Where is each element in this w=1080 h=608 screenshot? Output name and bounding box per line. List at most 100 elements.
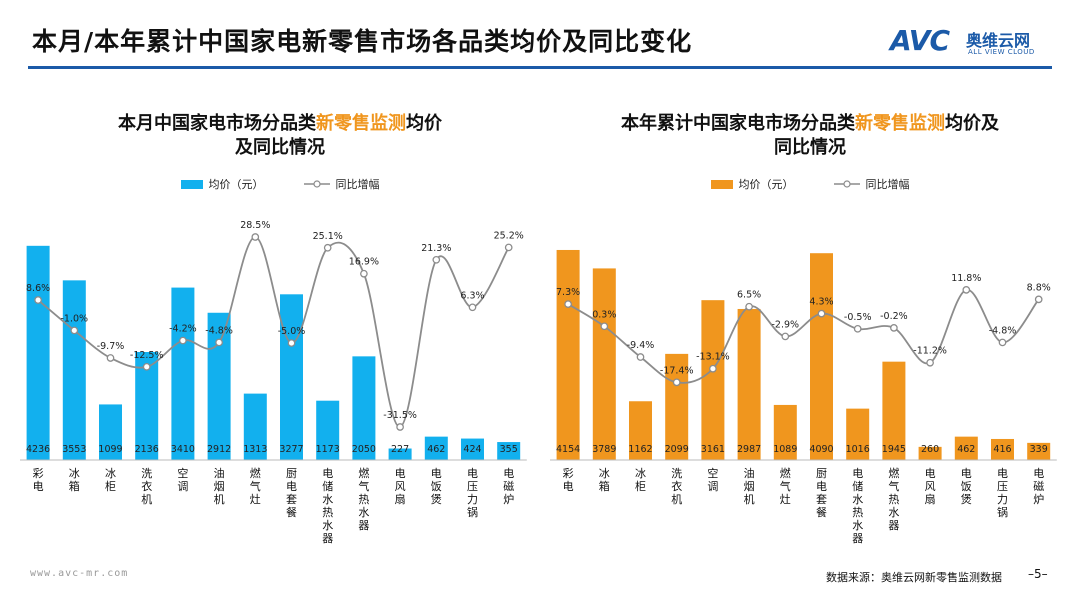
bar-value-label: 2099 xyxy=(665,444,689,455)
category-tick-label: 电 xyxy=(925,467,936,480)
category-tick-label: 煲 xyxy=(961,493,972,506)
yoy-data-label: 11.8% xyxy=(951,273,981,284)
yoy-point xyxy=(709,364,717,373)
legend-line-label: 同比增幅 xyxy=(865,178,910,191)
category-tick-label: 电 xyxy=(431,467,442,480)
chart-title-pre: 本年累计中国家电市场分品类 xyxy=(621,113,855,134)
legend-line-label: 同比增幅 xyxy=(335,178,380,191)
footer-url: www.avc-mr.com xyxy=(30,568,129,579)
bar-value-label: 1945 xyxy=(882,444,906,455)
yoy-point xyxy=(962,286,971,294)
category-tick-label: 风 xyxy=(395,480,406,493)
category-tick-label: 冰 xyxy=(69,467,80,480)
category-tick-label: 冰 xyxy=(635,467,646,480)
bar-value-label: 4236 xyxy=(26,444,50,455)
chart-title-post: 均价及 xyxy=(945,113,999,134)
category-tick-label: 力 xyxy=(997,493,1008,506)
legend-bar-label: 均价（元） xyxy=(738,178,794,191)
category-tick-label: 燃 xyxy=(250,466,261,480)
bar-value-label: 3161 xyxy=(701,444,725,455)
bar-value-label: 1162 xyxy=(628,444,652,455)
category-tick-label: 电 xyxy=(503,467,514,480)
bar xyxy=(882,361,906,460)
category-tick-label: 储 xyxy=(852,479,863,493)
yoy-data-label: 16.9% xyxy=(349,257,379,268)
bar-value-label: 3553 xyxy=(62,444,86,455)
bar-value-label: 227 xyxy=(391,444,409,455)
category-tick-label: 厨 xyxy=(816,467,827,480)
category-tick-label: 气 xyxy=(888,479,899,493)
bar xyxy=(918,446,942,460)
bar-value-label: 1099 xyxy=(98,444,122,455)
chart-title-pre: 本月中国家电市场分品类 xyxy=(118,113,316,134)
bar xyxy=(243,393,267,460)
category-tick-label: 炉 xyxy=(503,493,514,506)
category-tick-label: 电 xyxy=(816,480,827,493)
category-tick-label: 风 xyxy=(925,480,936,493)
category-tick-label: 调 xyxy=(707,480,718,493)
bar-value-label: 1173 xyxy=(316,444,340,455)
category-tick-label: 气 xyxy=(250,479,261,493)
category-tick-label: 水 xyxy=(888,506,899,519)
yoy-data-label: 4.3% xyxy=(809,297,833,308)
bar-value-label: 260 xyxy=(921,444,939,455)
page-number: –5– xyxy=(1028,567,1048,581)
yoy-point xyxy=(853,324,862,333)
category-tick-label: 水 xyxy=(852,519,863,532)
category-tick-label: 气 xyxy=(780,479,791,493)
category-tick-label: 灶 xyxy=(250,493,261,506)
yoy-point xyxy=(781,332,790,341)
bar-value-label: 1089 xyxy=(773,444,797,455)
bar xyxy=(737,308,761,460)
yoy-data-label: -1.0% xyxy=(61,313,89,324)
bar xyxy=(352,356,376,460)
legend-bar-swatch xyxy=(710,179,733,189)
category-tick-label: 机 xyxy=(214,492,225,506)
yoy-data-label: -4.8% xyxy=(205,325,233,336)
category-tick-label: 衣 xyxy=(671,479,682,493)
category-tick-label: 器 xyxy=(852,532,863,545)
bar xyxy=(773,404,797,460)
bar-value-label: 416 xyxy=(993,444,1011,455)
yoy-data-label: -13.1% xyxy=(696,352,730,363)
bar-value-label: 424 xyxy=(463,444,481,455)
bar-value-label: 1313 xyxy=(243,444,267,455)
bar xyxy=(424,436,448,460)
bar-group xyxy=(556,249,1051,460)
bar-value-label: 3410 xyxy=(171,444,195,455)
category-tick-label: 压 xyxy=(467,480,478,493)
legend-item-line: 同比增幅 xyxy=(833,176,910,192)
category-tick-label: 器 xyxy=(888,519,899,532)
category-tick-label: 磁 xyxy=(503,480,514,493)
yoy-data-label: 6.5% xyxy=(737,290,761,301)
yoy-data-label: 25.1% xyxy=(313,231,343,242)
category-tick-label: 空 xyxy=(177,466,188,480)
bar xyxy=(99,404,122,460)
yoy-data-label: -17.4% xyxy=(660,365,694,376)
yoy-point xyxy=(179,336,187,345)
legend-item-bar: 均价（元） xyxy=(710,176,794,192)
category-tick-label: 电 xyxy=(997,467,1008,480)
bar xyxy=(846,408,870,460)
yoy-point xyxy=(926,358,934,367)
legend-item-bar: 均价（元） xyxy=(180,176,264,192)
bar-value-label: 339 xyxy=(1030,444,1048,455)
category-tick-label: 机 xyxy=(671,492,682,506)
category-tick-label: 饭 xyxy=(431,480,442,493)
chart-title-line2: 及同比情况 xyxy=(235,137,325,158)
category-tick-label: 调 xyxy=(177,480,188,493)
category-tick-label: 洗 xyxy=(671,467,682,480)
yoy-point xyxy=(636,353,645,361)
legend-item-line: 同比增幅 xyxy=(303,176,380,192)
yoy-data-label: -9.7% xyxy=(97,341,125,352)
category-tick-label: 油 xyxy=(744,466,755,480)
category-tick-label: 燃 xyxy=(780,466,791,480)
bar xyxy=(388,448,412,460)
category-tick-label: 热 xyxy=(852,506,863,519)
chart-plot-monthly: 4236彩电3553冰箱1099冰柜2136洗衣机3410空调2912油烟机13… xyxy=(20,220,527,545)
yoy-point xyxy=(817,309,826,318)
category-tick-label: 彩 xyxy=(563,467,574,480)
legend: 均价（元） 同比增幅 xyxy=(20,176,540,192)
chart-panel-ytd: 本年累计中国家电市场分品类新零售监测均价及 同比情况 均价（元） 同比增幅 41… xyxy=(550,112,1070,552)
category-tick-label: 箱 xyxy=(599,479,610,493)
